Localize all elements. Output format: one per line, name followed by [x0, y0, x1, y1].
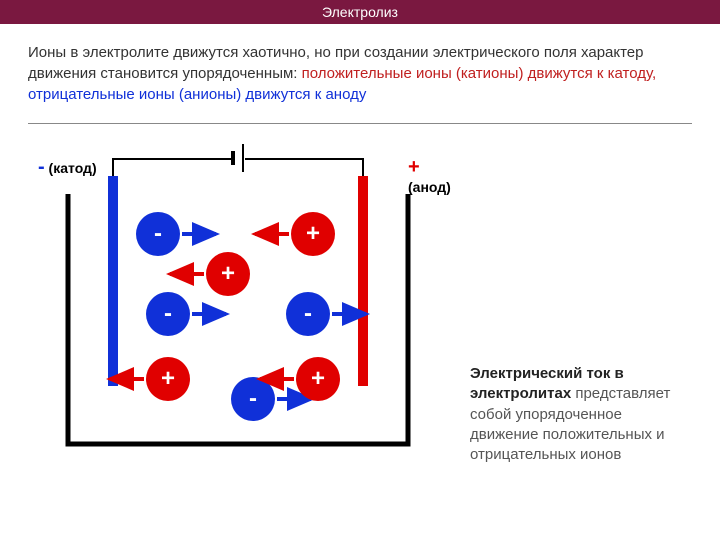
cathode-text: (катод)	[45, 160, 97, 176]
svg-text:+: +	[311, 365, 325, 392]
anode-label: + (анод)	[408, 156, 451, 195]
anode-text: (анод)	[408, 179, 451, 195]
intro-cations: положительные ионы (катионы) движутся к …	[302, 65, 657, 82]
cathode-sign: -	[38, 156, 45, 178]
svg-text:-: -	[164, 300, 172, 327]
svg-text:+: +	[161, 365, 175, 392]
intro-anions: отрицательные ионы (анионы) движутся к а…	[28, 86, 366, 103]
electrolysis-diagram: - (катод) + (анод) - + + - - + - +	[28, 134, 448, 454]
side-text: Электрический ток в электролитах предста…	[470, 364, 690, 465]
anode-sign: +	[408, 156, 420, 178]
slide-header: Электролиз	[0, 0, 720, 24]
diagram-svg: - + + - - + - +	[28, 134, 448, 454]
svg-text:-: -	[304, 300, 312, 327]
svg-text:+: +	[221, 260, 235, 287]
slide-title: Электролиз	[322, 4, 398, 20]
svg-text:-: -	[154, 220, 162, 247]
svg-text:+: +	[306, 220, 320, 247]
intro-text: Ионы в электролите движутся хаотично, но…	[0, 24, 720, 117]
cathode-label: - (катод)	[38, 156, 97, 179]
svg-text:-: -	[249, 385, 257, 412]
divider	[28, 123, 692, 124]
